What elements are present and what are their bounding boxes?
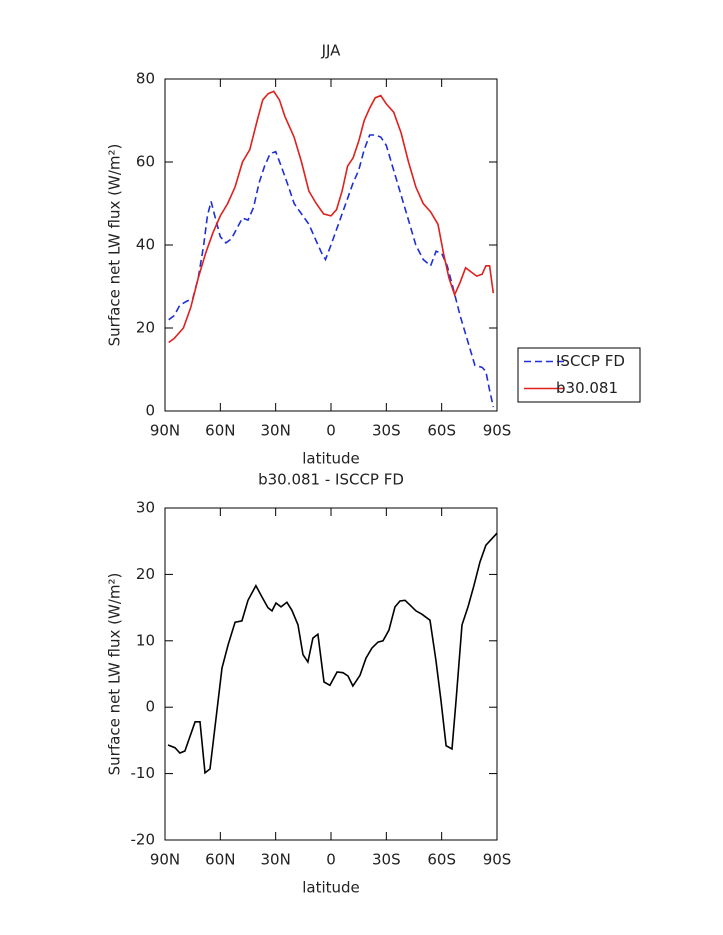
x-tick-label: 30N bbox=[261, 422, 291, 440]
data-line bbox=[168, 134, 495, 408]
x-tick-label: 90S bbox=[483, 851, 512, 869]
y-tick-label: 80 bbox=[136, 70, 155, 88]
x-tick-label: 30S bbox=[372, 422, 401, 440]
y-tick-label: 20 bbox=[136, 319, 155, 337]
chart-title: b30.081 - ISCCP FD bbox=[258, 471, 404, 489]
x-tick-label: 0 bbox=[326, 422, 336, 440]
chart-title: JJA bbox=[321, 42, 342, 60]
y-tick-label: 10 bbox=[136, 631, 155, 649]
legend-box bbox=[517, 347, 641, 403]
y-tick-label: -10 bbox=[131, 764, 156, 782]
x-tick-label: 60N bbox=[205, 422, 235, 440]
data-line bbox=[168, 90, 495, 344]
y-axis-label: Surface net LW flux (W/m²) bbox=[106, 573, 124, 776]
x-tick-label: 90N bbox=[150, 851, 180, 869]
legend-label: b30.081 bbox=[556, 379, 618, 397]
x-tick-label: 30N bbox=[261, 851, 291, 869]
x-axis-label: latitude bbox=[302, 450, 360, 468]
x-tick-label: 60S bbox=[427, 851, 456, 869]
plot-frame bbox=[164, 507, 498, 841]
x-tick-label: 0 bbox=[326, 851, 336, 869]
x-tick-label: 90S bbox=[483, 422, 512, 440]
legend-label: ISCCP FD bbox=[556, 352, 625, 370]
y-axis-label: Surface net LW flux (W/m²) bbox=[106, 144, 124, 347]
y-tick-label: 0 bbox=[145, 402, 155, 420]
x-tick-label: 60N bbox=[205, 851, 235, 869]
x-tick-label: 30S bbox=[372, 851, 401, 869]
y-tick-label: -20 bbox=[131, 831, 156, 849]
x-tick-label: 90N bbox=[150, 422, 180, 440]
x-tick-label: 60S bbox=[427, 422, 456, 440]
y-tick-label: 0 bbox=[145, 698, 155, 716]
y-tick-label: 30 bbox=[136, 499, 155, 517]
y-tick-label: 60 bbox=[136, 153, 155, 171]
y-tick-label: 40 bbox=[136, 236, 155, 254]
data-line bbox=[167, 532, 498, 775]
y-tick-label: 20 bbox=[136, 565, 155, 583]
x-axis-label: latitude bbox=[302, 879, 360, 897]
